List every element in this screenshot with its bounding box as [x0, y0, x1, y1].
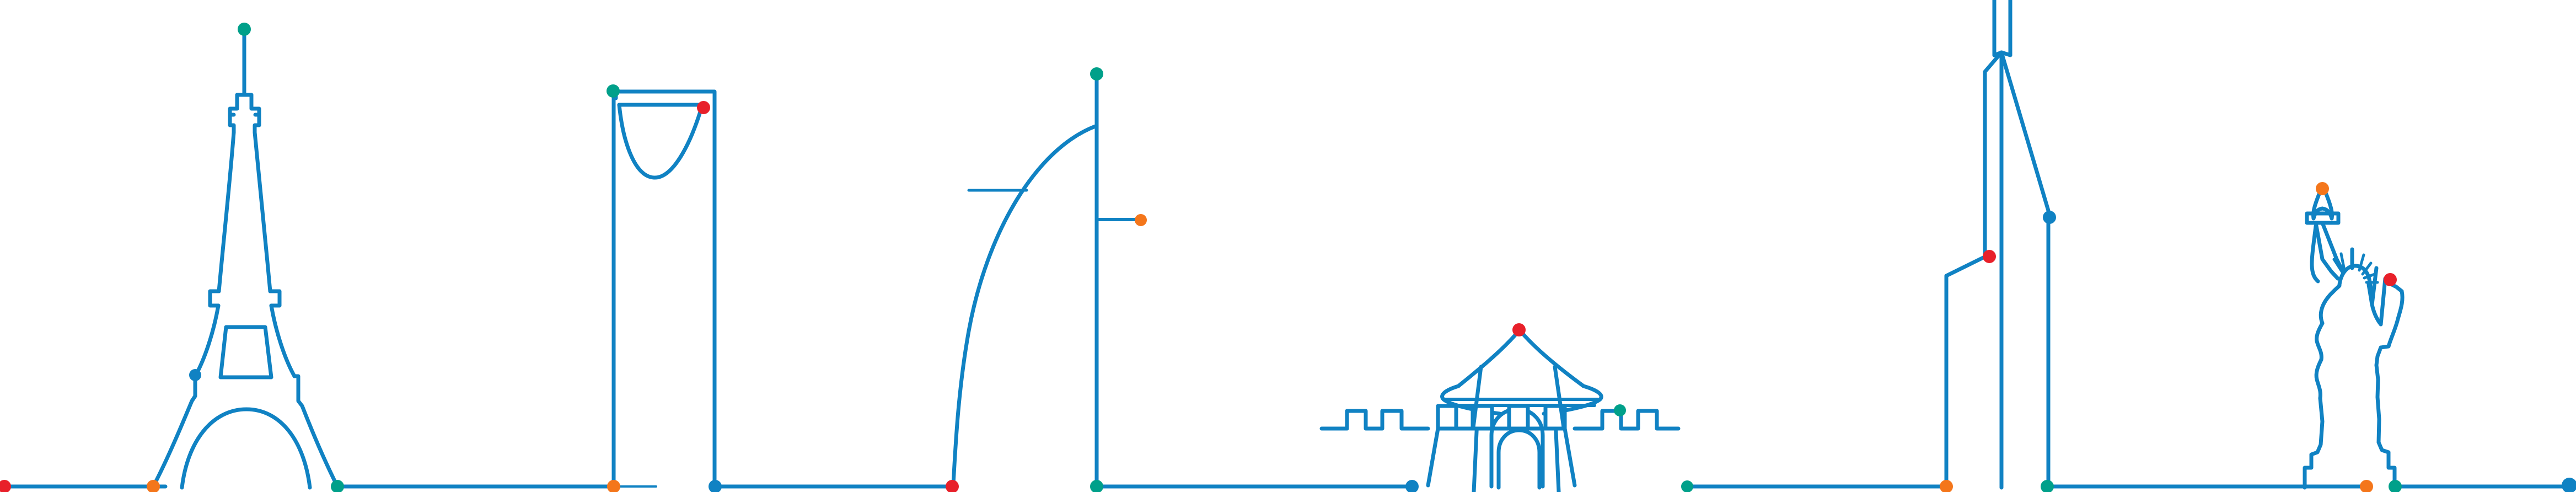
node-eiffel-base-right[interactable]	[331, 480, 344, 492]
node-willis-roof-corner[interactable]	[2043, 211, 2056, 224]
node-gate-wall-right-joint[interactable]	[1614, 404, 1626, 416]
node-burj-mast-top[interactable]	[1090, 67, 1103, 81]
node-burj-sail-foot[interactable]	[946, 480, 959, 492]
node-markers	[0, 23, 2576, 492]
node-eiffel-base-left[interactable]	[147, 480, 160, 492]
kingdom-centre-outline	[611, 89, 717, 489]
burj-al-arab-outline	[951, 73, 1139, 488]
statue-of-liberty-outline	[2303, 192, 2405, 490]
node-ground-end[interactable]	[2562, 478, 2576, 492]
node-burj-helipad-tip[interactable]	[1135, 214, 1147, 226]
node-eiffel-leg-joint[interactable]	[189, 369, 201, 381]
node-willis-setback[interactable]	[1983, 250, 1996, 263]
node-gate-roof-apex[interactable]	[1512, 323, 1526, 336]
node-willis-base-left[interactable]	[1940, 480, 1953, 492]
eiffel-tower-outline	[152, 31, 339, 490]
node-kingdom-base-left[interactable]	[607, 480, 620, 492]
node-liberty-base-left[interactable]	[2360, 480, 2373, 492]
node-kingdom-arch-right[interactable]	[697, 101, 710, 114]
node-gate-base-right[interactable]	[1681, 480, 1693, 492]
node-ground-start[interactable]	[0, 480, 11, 492]
willis-tower-outline	[1944, 0, 2052, 490]
node-gate-base-left[interactable]	[1405, 480, 1419, 492]
node-liberty-tablet[interactable]	[2384, 273, 2397, 286]
node-eiffel-apex[interactable]	[238, 23, 251, 36]
node-liberty-base-right[interactable]	[2389, 480, 2402, 492]
node-willis-base-right[interactable]	[2041, 480, 2054, 492]
node-kingdom-top-left[interactable]	[607, 84, 620, 98]
gate-tower-detail	[1319, 365, 1681, 490]
node-kingdom-base-right[interactable]	[709, 480, 722, 492]
node-burj-base[interactable]	[1090, 480, 1103, 492]
node-liberty-torch-flame[interactable]	[2316, 182, 2329, 195]
